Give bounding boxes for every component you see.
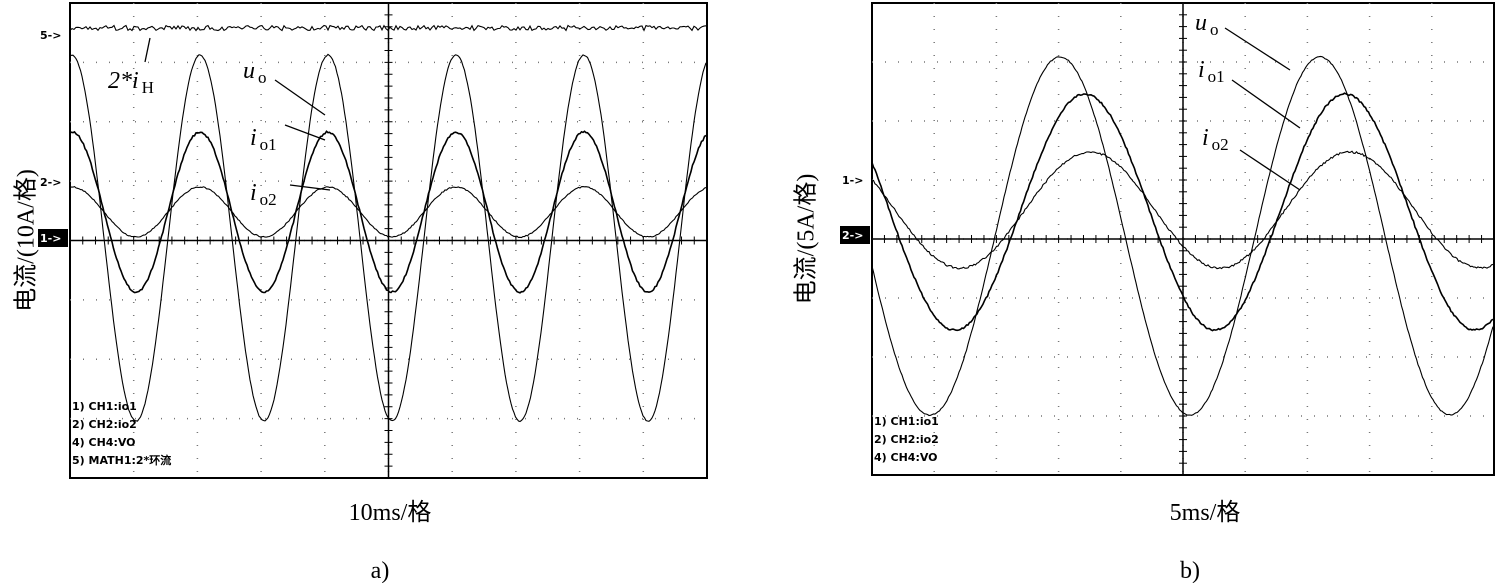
annotation-sub: o1 <box>260 135 277 154</box>
annotation-text: 2*i <box>108 68 139 94</box>
x-axis-label: 5ms/格 <box>1170 499 1241 526</box>
annotation-sub: o2 <box>1212 135 1229 154</box>
legend-entry: 2) CH2:io2 <box>874 433 939 446</box>
annotation-sub: o <box>1210 20 1219 39</box>
channel-marker: 5-> <box>40 29 61 42</box>
annotation-sub: H <box>142 78 154 97</box>
legend-entry: 4) CH4:VO <box>72 436 136 449</box>
annotation-text: u <box>1195 10 1207 36</box>
legend-entry: 1) CH1:io1 <box>72 400 137 413</box>
y-axis-label: 电流/(5A/格) <box>793 174 820 305</box>
legend-entry: 4) CH4:VO <box>874 451 938 464</box>
caption: b) <box>1180 558 1200 583</box>
caption: a) <box>371 558 390 583</box>
annotation-text: i <box>250 180 257 206</box>
legend-entry: 1) CH1:io1 <box>874 415 939 428</box>
y-axis-label: 电流/(10A/格) <box>13 169 40 312</box>
channel-marker: 2-> <box>40 176 61 189</box>
annotation-text: i <box>250 125 257 151</box>
legend-entry: 2) CH2:io2 <box>72 418 137 431</box>
annotation-sub: o2 <box>260 190 277 209</box>
annotation-text: i <box>1202 125 1209 151</box>
annotation-sub: o1 <box>1208 67 1225 86</box>
annotation-sub: o <box>258 68 267 87</box>
channel-marker: 1-> <box>40 232 61 245</box>
x-axis-label: 10ms/格 <box>349 499 432 526</box>
legend-entry: 5) MATH1:2*环流 <box>72 453 171 467</box>
annotation-text: u <box>243 58 255 84</box>
annotation-text: i <box>1198 57 1205 83</box>
channel-marker: 1-> <box>842 174 863 187</box>
channel-marker: 2-> <box>842 229 863 242</box>
